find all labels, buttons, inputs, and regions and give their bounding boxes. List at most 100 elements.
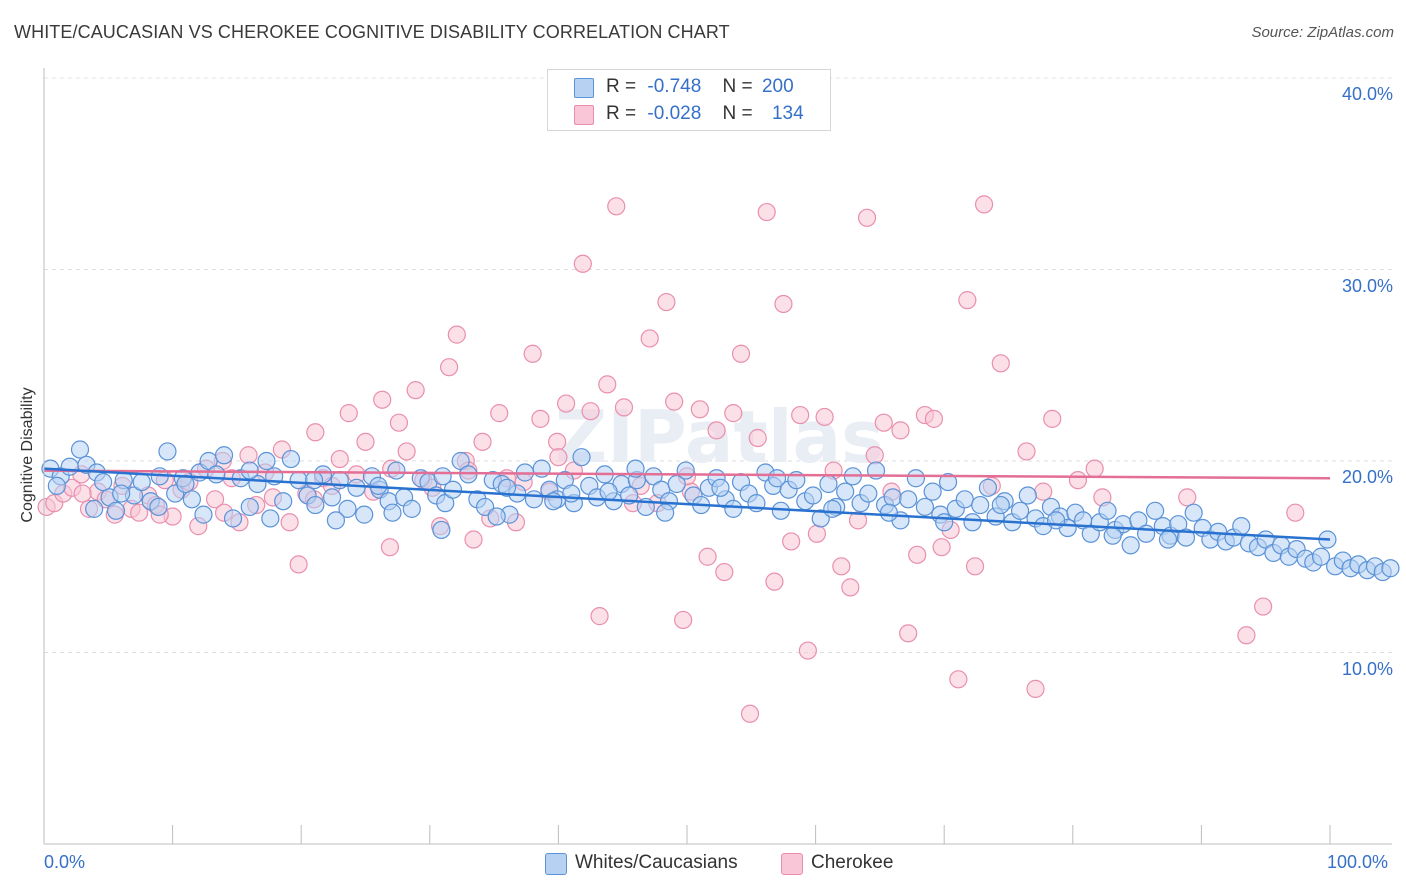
cherokee-point-59: [531, 409, 550, 428]
cherokee-point-48: [439, 358, 459, 377]
cherokee-point-51: [464, 530, 483, 549]
whites-point-131: [1098, 501, 1117, 520]
cherokee-point-93: [815, 407, 834, 427]
cherokee-point-107: [932, 538, 951, 557]
cherokee-point-97: [848, 511, 868, 530]
whites-point-108: [915, 497, 935, 517]
chart-title: WHITE/CAUCASIAN VS CHEROKEE COGNITIVE DI…: [14, 22, 730, 42]
whites-point-109: [923, 482, 942, 501]
whites-point-175: [383, 503, 402, 522]
whites-point-96: [819, 474, 838, 494]
whites-point-24: [240, 497, 259, 517]
legend-n-value-whites: 200: [761, 76, 794, 97]
cherokee-point-114: [991, 354, 1010, 373]
legend-r-label-cherokee: R =: [606, 103, 637, 124]
whites-point-177: [487, 507, 506, 526]
whites-point-3: [70, 440, 90, 459]
whites-point-167: [1381, 559, 1400, 578]
whites-point-104: [883, 488, 902, 507]
cherokee-point-90: [791, 405, 810, 425]
whites-point-84: [724, 499, 743, 518]
whites-point-48: [436, 494, 455, 513]
whites-point-171: [149, 497, 168, 517]
cherokee-point-100: [874, 413, 893, 432]
cherokee-point-43: [397, 442, 416, 461]
legend-swatch-whites: [574, 78, 594, 98]
whites-point-198: [562, 484, 581, 503]
cherokee-point-58: [523, 344, 542, 363]
whites-point-182: [767, 469, 787, 488]
whites-point-50: [451, 451, 470, 471]
legend-r-value-cherokee: -0.028: [647, 103, 702, 124]
cherokee-point-65: [581, 402, 600, 421]
cherokee-point-98: [857, 208, 877, 227]
cherokee-point-132: [549, 448, 568, 467]
cherokee-point-103: [899, 624, 918, 643]
whites-point-116: [978, 478, 998, 497]
whites-point-141: [1176, 528, 1196, 547]
cherokee-point-44: [406, 381, 425, 400]
whites-point-172: [194, 505, 213, 524]
cherokee-point-91: [798, 641, 817, 660]
whites-point-170: [85, 499, 104, 518]
cherokee-point-40: [373, 390, 392, 409]
whites-point-188: [1103, 526, 1122, 545]
cherokee-point-36: [339, 404, 358, 423]
cherokee-point-96: [841, 578, 860, 597]
whites-point-184: [879, 503, 899, 522]
cherokee-point-29: [280, 513, 299, 532]
cherokee-point-80: [707, 421, 726, 440]
whites-point-180: [656, 503, 675, 522]
whites-point-114: [963, 513, 982, 532]
legend-r-label-whites: R =: [606, 76, 637, 97]
whites-point-37: [347, 478, 366, 497]
cherokee-point-67: [598, 375, 617, 394]
whites-point-94: [803, 486, 823, 505]
whites-point-158: [1311, 547, 1331, 566]
whites-point-142: [1184, 503, 1203, 522]
cherokee-point-82: [724, 404, 743, 423]
whites-point-17: [182, 490, 201, 509]
whites-point-8: [106, 501, 126, 520]
cherokee-point-116: [1026, 679, 1045, 698]
cherokee-point-84: [740, 704, 760, 723]
y-tick-label-40: 40.0%: [1341, 84, 1393, 104]
whites-point-185: [935, 513, 954, 532]
cherokee-point-78: [690, 400, 709, 419]
cherokee-point-79: [698, 547, 717, 566]
cherokee-point-41: [380, 538, 400, 557]
cherokee-point-20: [205, 490, 225, 509]
whites-point-44: [402, 499, 421, 518]
cherokee-point-89: [782, 532, 801, 551]
whites-point-190: [47, 476, 66, 495]
whites-point-137: [1146, 501, 1165, 520]
cherokee-point-49: [447, 325, 466, 344]
whites-point-21: [214, 446, 234, 465]
cherokee-point-120: [1085, 459, 1104, 478]
whites-point-74: [644, 467, 663, 486]
cherokee-point-119: [1068, 471, 1088, 490]
whites-point-186: [991, 495, 1010, 515]
cherokee-point-88: [774, 294, 793, 314]
whites-point-189: [1158, 530, 1178, 549]
whites-point-191: [112, 484, 131, 503]
cherokee-point-95: [832, 557, 851, 576]
whites-point-51: [459, 465, 478, 484]
whites-point-148: [1232, 517, 1251, 536]
cherokee-point-30: [289, 555, 308, 574]
cherokee-point-92: [807, 524, 826, 543]
cherokee-point-106: [924, 409, 944, 428]
cherokee-point-110: [958, 291, 977, 310]
cherokee-point-61: [548, 432, 567, 451]
cherokee-trend-line: [43, 469, 1331, 480]
bottom-legend-label-whites: Whites/Caucasians: [575, 852, 738, 873]
cherokee-point-68: [607, 197, 626, 216]
whites-point-174: [326, 511, 346, 530]
source-credit: Source: ZipAtlas.com: [1251, 24, 1394, 41]
cherokee-point-81: [715, 562, 734, 582]
cherokee-point-123: [1237, 626, 1256, 645]
cherokee-point-111: [965, 557, 985, 576]
y-tick-label-10: 10.0%: [1341, 658, 1393, 679]
whites-point-28: [274, 492, 293, 511]
whites-point-181: [711, 478, 730, 497]
